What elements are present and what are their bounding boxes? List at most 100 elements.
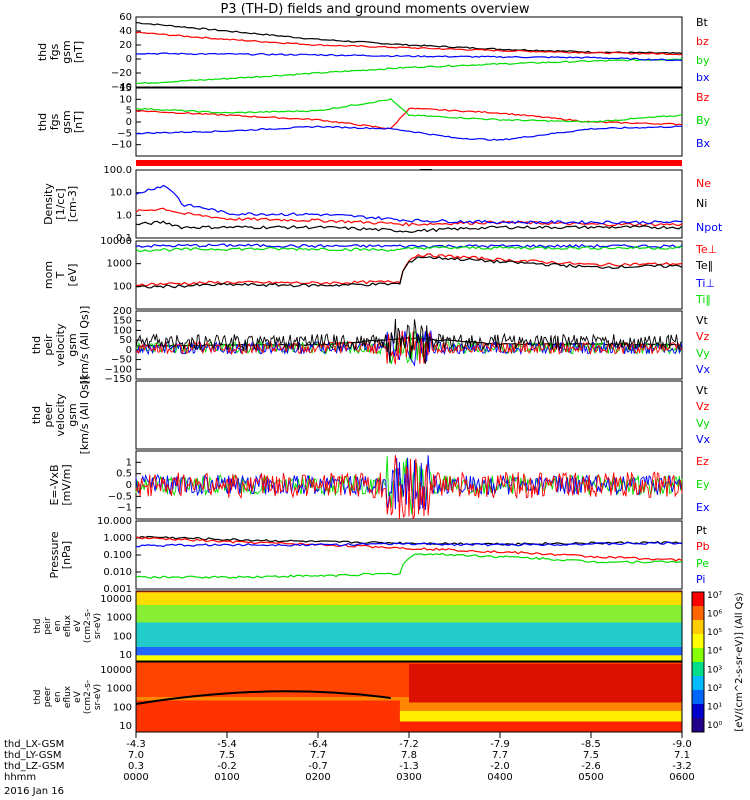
tick-label: 150: [113, 316, 132, 327]
y-axis-label: eV: [73, 619, 83, 632]
x-tick-label: 7.7: [310, 750, 326, 761]
x-tick-label: -7.9: [490, 739, 510, 750]
tick-label: 0.1: [116, 233, 132, 244]
tick-label: 20: [119, 40, 132, 51]
legend-entry: Bx: [696, 137, 711, 150]
legend-entry: Ey: [696, 478, 710, 491]
x-tick-label: 7.7: [492, 750, 508, 761]
tick-label: −0.5: [108, 491, 132, 502]
y-axis-label: thd: [33, 690, 43, 705]
legend-entry: Ti⊥: [695, 277, 715, 290]
y-axis-label: gsm: [66, 333, 79, 356]
date-label: 2016 Jan 16: [4, 786, 64, 797]
y-axis-label: en: [53, 620, 63, 631]
y-axis-label: (cm2-s-: [83, 680, 93, 714]
series-line-Pe: [135, 552, 683, 579]
heatmap-band: [136, 622, 682, 647]
y-axis-label: gsm: [60, 40, 73, 63]
x-tick-label: 0100: [214, 772, 239, 783]
series-line-Te‖: [135, 256, 683, 289]
heatmap-band: [136, 655, 682, 661]
y-axis-label: [cm-3]: [66, 186, 79, 222]
legend-entry: Bt: [696, 16, 709, 29]
tick-label: 100: [113, 281, 132, 292]
legend-entry: Te⊥: [695, 243, 717, 256]
legend-entry: Vy: [696, 347, 710, 360]
series-line-Pb: [135, 536, 683, 562]
heatmap-low-energy: [136, 700, 400, 732]
tick-label: 10000: [100, 665, 132, 676]
legend-entry: Ni: [696, 197, 707, 210]
tick-label: 0: [126, 54, 132, 65]
tick-label: 1000: [107, 259, 132, 270]
legend-entry: Vx: [696, 433, 711, 446]
y-axis-label: peir: [43, 617, 53, 635]
colorbar-tick: 10⁴: [707, 647, 722, 657]
x-tick-label: 7.5: [219, 750, 235, 761]
heatmap-band: [136, 721, 682, 732]
tick-label: 1.000: [103, 533, 132, 544]
legend-entry: Te‖: [695, 259, 713, 272]
colorbar-segment: [692, 634, 704, 649]
y-axis-label: peir: [42, 334, 55, 356]
tick-label: 10: [119, 721, 132, 732]
x-tick-label: -6.4: [308, 739, 328, 750]
y-axis-label: [eV]: [66, 264, 79, 287]
y-axis-label: eflux: [63, 685, 73, 708]
legend-entry: bz: [696, 35, 709, 48]
legend-entry: Vx: [696, 363, 711, 376]
colorbar-segment: [692, 718, 704, 733]
colorbar-frame: [691, 591, 705, 733]
legend-entry: Ez: [696, 455, 709, 468]
colorbar-segment: [692, 606, 704, 621]
series-line-Ti⊥: [135, 243, 683, 249]
tick-label: 100: [113, 702, 132, 713]
colorbar-tick: 10⁵: [707, 628, 722, 638]
colorbar-segment: [692, 690, 704, 705]
noise-trace: [135, 330, 683, 368]
x-tick-label: 7.1: [674, 750, 690, 761]
y-axis-label: [1/cc]: [54, 188, 67, 219]
panel-frame: [135, 520, 683, 590]
y-axis-label: en: [53, 691, 63, 702]
y-axis-label: gsm: [66, 403, 79, 426]
tick-label: 10000: [100, 236, 132, 247]
y-axis-label: peer: [42, 402, 55, 428]
series-line-Te⊥: [135, 253, 683, 287]
ephemeris-bar: [136, 160, 682, 166]
y-axis-label: [km/s (All Qs)]: [78, 376, 91, 455]
heatmap-ridge: [135, 690, 391, 705]
x-tick-label: -5.4: [217, 739, 237, 750]
legend-entry: Ne: [696, 177, 711, 190]
y-axis-label: eV: [73, 690, 83, 703]
y-axis-label: [nT]: [72, 41, 85, 63]
y-axis-label: gsm: [60, 110, 73, 133]
colorbar-segment: [692, 704, 704, 719]
tick-label: 60: [119, 12, 132, 23]
y-axis-label: eflux: [63, 614, 73, 637]
legend-entry: Vt: [696, 314, 709, 327]
tick-label: 100: [113, 325, 132, 336]
tick-label: 200: [113, 306, 132, 317]
tick-label: 0: [126, 480, 132, 491]
x-row-label: hhmm: [4, 772, 36, 783]
tick-label: 10.0: [110, 188, 132, 199]
heatmap-band: [136, 592, 682, 605]
x-tick-label: -7.2: [399, 739, 419, 750]
tick-label: 100.0: [103, 165, 132, 176]
y-axis-label: E=-VxB: [48, 464, 61, 505]
x-row-label: thd_LX-GSM: [4, 739, 64, 750]
y-axis-label: fgs: [48, 113, 61, 130]
x-tick-label: 7.5: [583, 750, 599, 761]
legend-entry: By: [696, 114, 711, 127]
y-axis-label: sr-eV): [93, 684, 103, 710]
tick-label: 100: [113, 631, 132, 642]
noise-trace: [135, 318, 683, 364]
x-tick-label: 0400: [487, 772, 512, 783]
legend-entry: Npot: [696, 221, 723, 234]
tick-label: 1000: [107, 613, 132, 624]
x-tick-label: 0000: [123, 772, 148, 783]
tick-label: −5: [117, 128, 132, 139]
tick-label: −40: [111, 82, 132, 93]
